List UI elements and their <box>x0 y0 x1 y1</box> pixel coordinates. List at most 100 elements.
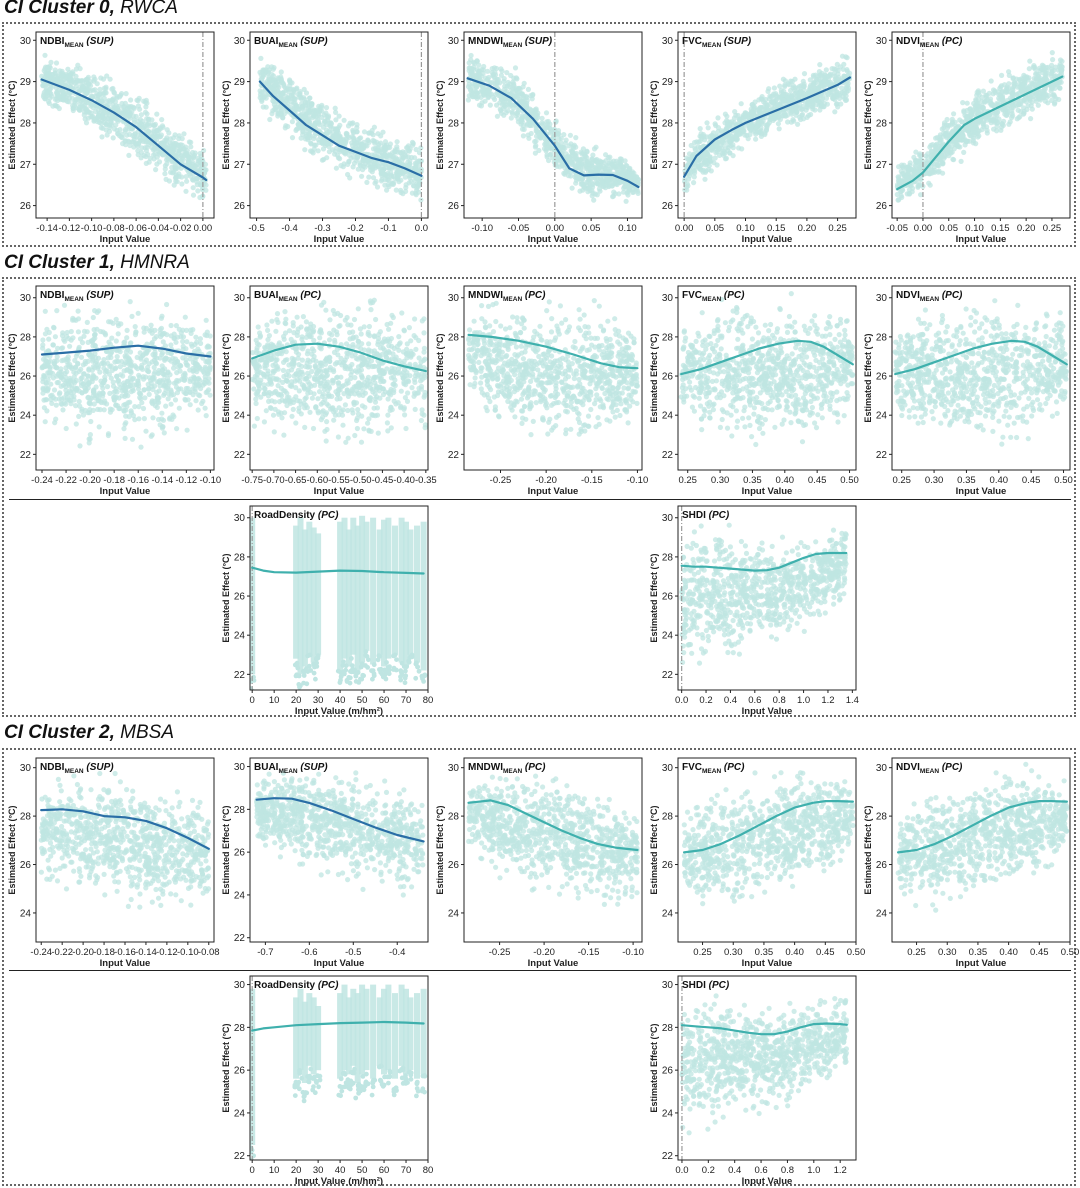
scatter-point <box>66 91 72 98</box>
scatter-point <box>354 125 360 131</box>
scatter-point <box>830 94 836 100</box>
scatter-point <box>1009 115 1015 121</box>
scatter-point <box>291 100 297 106</box>
scatter-point <box>610 193 616 199</box>
scatter-point <box>87 83 94 89</box>
scatter-point <box>400 191 406 197</box>
scatter-point <box>260 104 266 110</box>
scatter-point <box>101 85 107 91</box>
scatter-point <box>1025 103 1031 109</box>
scatter-point <box>168 401 174 407</box>
effect-line <box>682 76 851 178</box>
scatter-point <box>515 119 521 125</box>
scatter-point <box>185 161 191 167</box>
scatter-point <box>109 335 115 341</box>
scatter-point <box>967 132 973 138</box>
scatter-point <box>56 94 62 100</box>
scatter-point <box>295 91 301 97</box>
scatter-point <box>59 73 65 79</box>
scatter-point <box>476 69 482 75</box>
scatter-point <box>837 90 843 96</box>
scatter-point <box>287 82 293 89</box>
scatter-point <box>492 96 498 102</box>
scatter-point <box>597 164 603 170</box>
scatter-point <box>947 149 953 155</box>
scatter-point <box>626 173 632 179</box>
scatter-point <box>115 331 121 337</box>
y-tick-label: 26 <box>234 201 246 212</box>
scatter-point <box>412 160 418 166</box>
scatter-point <box>413 175 419 181</box>
scatter-point <box>170 412 176 418</box>
scatter-point <box>831 66 837 72</box>
x-tick-label: 0.25 <box>828 223 847 234</box>
scatter-point <box>325 117 331 123</box>
scatter-point <box>525 86 531 92</box>
scatter-point <box>688 170 694 176</box>
scatter-point <box>1006 81 1012 87</box>
x-tick-label: -0.2 <box>347 223 363 234</box>
scatter-point <box>827 71 833 77</box>
scatter-point <box>1026 66 1032 72</box>
scatter-point <box>160 152 166 158</box>
scatter-point <box>144 138 150 145</box>
scatter-point <box>320 146 327 152</box>
scatter-point <box>67 343 73 349</box>
x-tick-label: -0.05 <box>508 223 530 234</box>
scatter-point <box>173 174 179 180</box>
scatter-point <box>532 107 538 113</box>
scatter-point <box>501 78 507 85</box>
scatter-point <box>179 174 185 180</box>
scatter-point <box>613 158 619 164</box>
scatter-point <box>731 115 737 121</box>
panel-title-var: NDVI <box>896 36 920 47</box>
scatter-point <box>941 130 947 136</box>
scatter-point <box>984 97 990 103</box>
scatter-point <box>899 162 905 168</box>
scatter-point <box>898 193 904 199</box>
y-tick-label: 27 <box>234 160 246 171</box>
scatter-point <box>913 149 919 155</box>
scatter-point <box>194 176 200 182</box>
scatter-point <box>618 163 624 169</box>
scatter-point <box>54 308 60 314</box>
scatter-point <box>370 137 376 144</box>
scatter-point <box>1009 111 1015 117</box>
scatter-point <box>539 115 545 121</box>
scatter-point <box>353 140 359 146</box>
scatter-point <box>533 143 539 149</box>
scatter-point <box>526 118 532 124</box>
scatter-point <box>134 97 140 103</box>
scatter-point <box>979 94 985 100</box>
scatter-point <box>908 174 914 180</box>
scatter-point <box>1015 84 1021 90</box>
scatter-point <box>625 192 631 198</box>
panel-title-var: BUAI <box>254 36 279 47</box>
scatter-point <box>393 187 399 193</box>
scatter-point <box>359 173 365 179</box>
scatter-point <box>1050 57 1056 63</box>
scatter-point <box>53 90 60 96</box>
scatter-point <box>135 152 141 158</box>
scatter-point <box>263 95 269 101</box>
panel-title-tag: (SUP) <box>522 36 553 47</box>
scatter-point <box>528 107 534 113</box>
scatter-point <box>73 421 79 427</box>
scatter-point <box>927 182 933 188</box>
scatter-point <box>529 122 535 128</box>
scatter-point <box>383 147 389 153</box>
scatter-point <box>481 90 487 96</box>
scatter-point <box>170 140 176 146</box>
scatter-point <box>1015 107 1021 113</box>
panel-title-var: MNDWI <box>468 36 503 47</box>
scatter-point <box>949 129 955 136</box>
scatter-point <box>623 198 629 204</box>
x-tick-label: 0.15 <box>767 223 786 234</box>
scatter-point <box>593 158 599 164</box>
scatter-point <box>289 135 296 141</box>
scatter-point <box>376 147 382 153</box>
scatter-point <box>178 165 184 171</box>
scatter-point <box>173 323 179 329</box>
